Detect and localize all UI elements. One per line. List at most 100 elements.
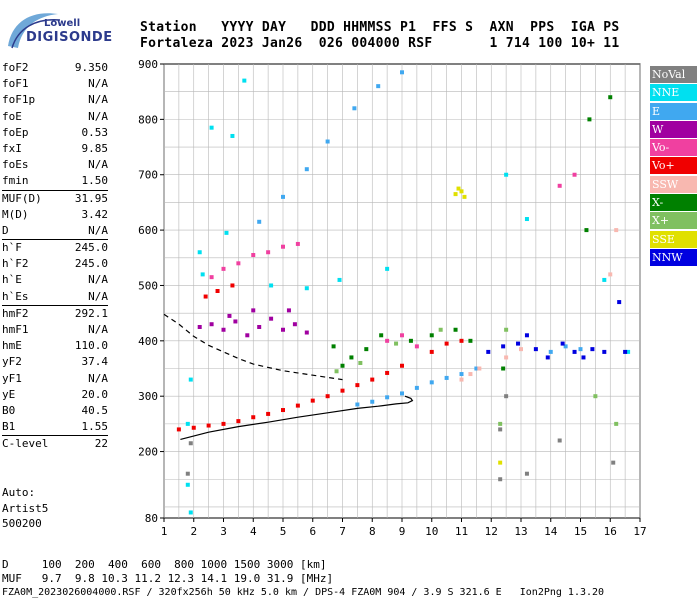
data-point-vo-	[340, 388, 345, 393]
x-tick-label: 17	[633, 525, 646, 538]
data-point-nne	[504, 172, 509, 177]
footer-muf-row: MUF 9.7 9.8 10.3 11.2 12.3 14.1 19.0 31.…	[2, 572, 334, 585]
data-point-nnw	[572, 349, 577, 354]
autoscale-artist: Artist5	[2, 502, 49, 515]
data-point-nne	[185, 482, 190, 487]
parameter-value: 110.0	[74, 339, 108, 353]
parameter-value: 245.0	[74, 241, 108, 255]
legend-item-x-: X-	[650, 194, 697, 212]
parameter-value: N/A	[88, 93, 108, 107]
parameter-row: foEs N/A	[2, 157, 108, 173]
data-point-vo-	[385, 338, 390, 343]
data-point-vo-	[295, 403, 300, 408]
data-point-x-	[358, 360, 363, 365]
parameter-row: yF1 N/A	[2, 371, 108, 387]
data-point-nne	[242, 78, 247, 83]
data-point-vo-	[221, 266, 226, 271]
data-point-vo-	[266, 411, 271, 416]
parameter-value: N/A	[88, 158, 108, 172]
x-tick-label: 14	[544, 525, 558, 538]
data-point-sse	[459, 189, 464, 194]
data-point-nnw	[602, 349, 607, 354]
parameter-value: N/A	[88, 273, 108, 287]
y-tick-label: 300	[138, 390, 158, 403]
data-point-w	[286, 308, 291, 313]
legend-item-noval: NoVal	[650, 66, 697, 83]
data-point-nne	[602, 277, 607, 282]
data-point-nnw	[545, 355, 550, 360]
data-point-w	[269, 316, 274, 321]
data-point-x-	[331, 344, 336, 349]
legend-item-vo-: Vo-	[650, 139, 697, 157]
data-point-sse	[456, 186, 461, 191]
parameter-label: yE	[2, 387, 16, 401]
logo-digisonde-text: DIGISONDE	[26, 30, 113, 45]
profile-extrapolation-line	[163, 313, 343, 381]
data-point-vo-	[206, 423, 211, 428]
data-point-nne	[524, 217, 529, 222]
data-point-x-	[364, 347, 369, 352]
x-tick-label: 10	[425, 525, 438, 538]
parameter-label: C-level	[2, 437, 49, 451]
legend-item-nne: NNE	[650, 84, 697, 102]
parameter-row: h`E N/A	[2, 272, 108, 288]
data-point-vo-	[191, 425, 196, 430]
parameter-value: 9.350	[74, 61, 108, 74]
data-point-vo-	[281, 408, 285, 413]
parameter-row: foE N/A	[2, 109, 108, 125]
x-tick-label: 2	[190, 525, 197, 538]
legend-item-sse: SSE	[650, 230, 697, 248]
data-point-noval	[611, 460, 616, 465]
data-point-e	[400, 391, 404, 396]
data-point-w	[251, 308, 256, 313]
data-point-vo-	[444, 341, 449, 346]
parameter-row: foF2 9.350	[2, 60, 108, 76]
data-point-vo-	[251, 415, 256, 420]
data-point-nne	[269, 283, 274, 288]
parameter-label: hmE	[2, 339, 22, 353]
y-tick-label: 800	[138, 113, 158, 126]
data-point-vo-	[459, 338, 464, 343]
parameter-value: N/A	[88, 371, 108, 385]
data-point-e	[325, 139, 330, 144]
data-point-vo-	[295, 241, 300, 246]
data-point-e	[355, 402, 360, 407]
x-tick-label: 15	[574, 525, 587, 538]
data-point-vo-	[400, 333, 404, 338]
parameter-row: h`Es N/A	[2, 289, 108, 305]
data-point-w	[257, 324, 262, 329]
parameter-row: B1 1.55	[2, 419, 108, 435]
data-point-noval	[188, 441, 193, 446]
parameter-label: fxI	[2, 141, 22, 155]
parameter-value: 31.95	[74, 191, 108, 205]
legend-item-e: E	[650, 102, 697, 120]
data-point-x-	[429, 333, 434, 338]
data-point-vo-	[203, 294, 208, 299]
x-tick-label: 16	[604, 525, 617, 538]
data-point-e	[376, 84, 381, 89]
y-tick-label: 500	[138, 279, 158, 292]
data-point-w	[281, 327, 285, 332]
parameter-label: D	[2, 223, 9, 237]
parameter-value: N/A	[88, 77, 108, 91]
data-point-x-	[504, 327, 509, 332]
data-point-vo-	[429, 349, 434, 354]
parameter-value: 0.53	[81, 125, 109, 139]
data-point-vo-	[236, 419, 241, 424]
header-labels: Station YYYY DAY DDD HHMMSS P1 FFS S AXN…	[140, 20, 620, 35]
data-point-noval	[557, 438, 562, 443]
data-point-vo-	[557, 183, 562, 188]
data-point-nnw	[516, 341, 521, 346]
data-point-sse	[453, 192, 458, 197]
data-point-vo-	[281, 244, 285, 249]
data-point-e	[474, 366, 479, 371]
parameter-row: hmF2 292.1	[2, 306, 108, 322]
parameter-row: MUF(D) 31.95	[2, 191, 108, 207]
data-point-vo-	[325, 394, 330, 399]
x-tick-label: 4	[250, 525, 257, 538]
parameter-row: hmF1 N/A	[2, 322, 108, 338]
data-point-x-	[394, 341, 399, 346]
data-point-noval	[524, 471, 529, 476]
data-point-nnw	[501, 344, 506, 349]
